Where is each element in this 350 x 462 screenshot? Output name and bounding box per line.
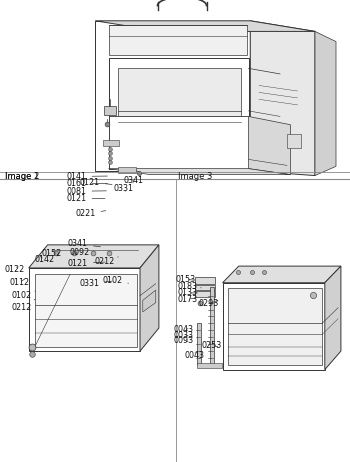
Text: 0341: 0341 — [68, 239, 100, 249]
Text: 0212: 0212 — [94, 256, 118, 266]
Text: 0092: 0092 — [69, 248, 90, 257]
Text: 0081: 0081 — [66, 187, 106, 196]
Text: 0141: 0141 — [66, 172, 107, 181]
Polygon shape — [250, 21, 315, 176]
Polygon shape — [108, 116, 248, 169]
Polygon shape — [210, 287, 214, 365]
Text: 0102: 0102 — [12, 291, 35, 300]
Text: 0152: 0152 — [42, 249, 62, 258]
Text: 0183: 0183 — [178, 282, 201, 291]
Text: 0112: 0112 — [9, 278, 29, 287]
Polygon shape — [140, 245, 159, 351]
Text: 0253: 0253 — [201, 340, 222, 350]
Text: Image 2: Image 2 — [5, 171, 40, 181]
Polygon shape — [108, 25, 247, 55]
Text: 0331: 0331 — [114, 184, 134, 193]
Polygon shape — [95, 21, 250, 171]
Polygon shape — [223, 283, 325, 370]
Text: 0121: 0121 — [68, 259, 105, 268]
Text: 0121: 0121 — [80, 177, 112, 187]
Text: 0043: 0043 — [174, 325, 194, 334]
Text: 0221: 0221 — [75, 209, 106, 219]
Polygon shape — [197, 363, 222, 368]
Text: 0293: 0293 — [198, 299, 218, 309]
Polygon shape — [29, 245, 159, 268]
Text: 0121: 0121 — [66, 194, 105, 203]
Polygon shape — [118, 167, 136, 173]
Text: 0033: 0033 — [174, 331, 194, 340]
Text: 0212: 0212 — [12, 299, 35, 312]
Polygon shape — [104, 106, 116, 115]
Polygon shape — [325, 266, 341, 370]
Polygon shape — [103, 140, 119, 146]
Text: 0331: 0331 — [80, 279, 112, 288]
Text: 0102: 0102 — [102, 276, 128, 285]
Polygon shape — [95, 21, 315, 31]
Polygon shape — [195, 291, 215, 297]
Text: 0161: 0161 — [66, 179, 107, 188]
Polygon shape — [248, 116, 290, 175]
Polygon shape — [287, 134, 301, 148]
Text: Image 1: Image 1 — [5, 172, 40, 181]
Text: 0341: 0341 — [123, 176, 143, 185]
Polygon shape — [108, 58, 248, 169]
Text: 0142: 0142 — [34, 255, 55, 264]
Polygon shape — [228, 288, 322, 365]
Polygon shape — [108, 169, 290, 175]
Text: 0122: 0122 — [5, 265, 25, 274]
Text: 0153: 0153 — [176, 274, 196, 284]
Text: 0043: 0043 — [185, 351, 205, 360]
Polygon shape — [315, 31, 336, 176]
Text: Image 3: Image 3 — [178, 171, 212, 181]
Text: 0173: 0173 — [178, 295, 198, 304]
Polygon shape — [195, 285, 215, 290]
Polygon shape — [223, 266, 341, 283]
Text: 0093: 0093 — [174, 336, 194, 346]
Polygon shape — [35, 274, 137, 346]
Polygon shape — [143, 290, 156, 312]
Polygon shape — [118, 68, 241, 159]
Polygon shape — [197, 323, 201, 365]
Text: 0133: 0133 — [178, 288, 198, 298]
Polygon shape — [195, 277, 215, 284]
Polygon shape — [29, 268, 140, 351]
